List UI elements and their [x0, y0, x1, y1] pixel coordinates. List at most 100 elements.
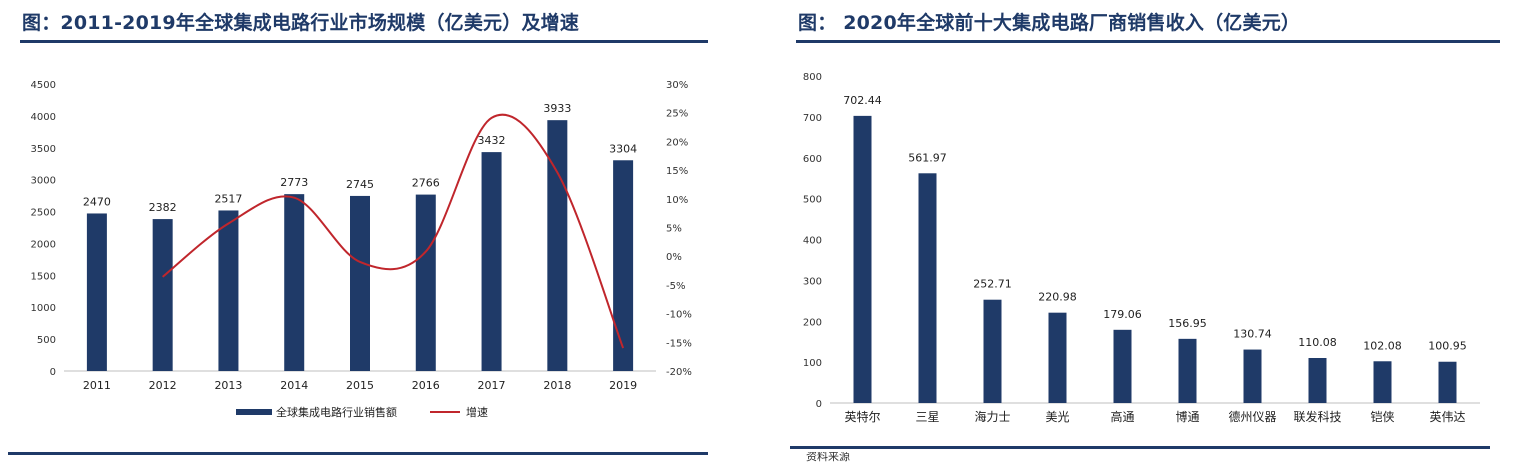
x-tick-label: 2015 [346, 379, 374, 392]
right-title-rule [796, 40, 1500, 43]
y-tick-label: 0 [50, 367, 56, 378]
bar-data-label: 102.08 [1363, 339, 1402, 352]
y2-tick-label: 30% [666, 80, 688, 91]
y2-tick-label: 0% [666, 252, 682, 263]
legend-bar-label: 全球集成电路行业销售额 [276, 405, 397, 419]
bar-data-label: 179.06 [1103, 308, 1142, 321]
x-tick-label: 美光 [1045, 410, 1069, 424]
bar [218, 210, 239, 371]
bar-data-label: 2766 [412, 177, 440, 190]
x-tick-label: 2016 [412, 379, 440, 392]
left-chart-title: 图：2011-2019年全球集成电路行业市场规模（亿美元）及增速 [22, 12, 580, 34]
y-tick-label: 2500 [31, 208, 56, 219]
legend-line-label: 增速 [466, 405, 488, 419]
x-tick-label: 高通 [1110, 409, 1134, 424]
y-tick-label: 400 [803, 236, 822, 247]
bar [1113, 329, 1132, 403]
bar-data-label: 2745 [346, 178, 374, 191]
bar-data-label: 3432 [478, 134, 506, 147]
bar-data-label: 2470 [83, 195, 111, 208]
bar [983, 299, 1002, 403]
bar-data-label: 252.71 [973, 278, 1012, 291]
y2-tick-label: -5% [666, 281, 685, 292]
y-tick-label: 3500 [31, 144, 56, 155]
y-tick-label: 1500 [31, 271, 56, 282]
legend-bar-swatch [236, 409, 272, 415]
x-tick-label: 三星 [915, 410, 939, 424]
bar [1308, 358, 1327, 403]
y-tick-label: 1000 [31, 303, 56, 314]
bar-data-label: 130.74 [1233, 328, 1272, 341]
y2-tick-label: 20% [666, 137, 688, 148]
y-tick-label: 800 [803, 72, 822, 83]
left-bottom-rule [8, 452, 708, 455]
left-chart-panel: 图：2011-2019年全球集成电路行业市场规模（亿美元）及增速 0 500 100… [0, 0, 720, 462]
y-tick-label: 2000 [31, 239, 56, 250]
x-tick-label: 联发科技 [1293, 409, 1341, 424]
bar [547, 120, 568, 371]
x-tick-label: 2018 [543, 379, 571, 392]
y-tick-label: 0 [816, 399, 822, 410]
bar-data-label: 100.95 [1428, 340, 1467, 353]
x-tick-label: 2013 [214, 379, 242, 392]
bar [1048, 312, 1067, 403]
y2-tick-label: 25% [666, 109, 688, 120]
y2-tick-label: -15% [666, 338, 692, 349]
bar [86, 213, 107, 371]
x-tick-label: 博通 [1175, 409, 1199, 424]
left-combo-chart: 0 500 1000 1500 2000 2500 3000 3500 4000 4500 -20%… [31, 80, 692, 419]
bar [853, 115, 872, 403]
bar-data-label: 702.44 [843, 94, 882, 107]
bar-data-label: 220.98 [1038, 291, 1077, 304]
bar [613, 160, 634, 371]
bar-data-label: 3304 [609, 142, 637, 155]
right-chart-title: 图： 2020年全球前十大集成电路厂商销售收入（亿美元） [798, 12, 1301, 34]
y-tick-label: 700 [803, 113, 822, 124]
bar [918, 173, 937, 403]
bar-data-label: 3933 [543, 102, 571, 115]
bar [1373, 361, 1392, 403]
bar [481, 152, 502, 371]
y-tick-label: 500 [37, 335, 56, 346]
left-title-rule [20, 40, 708, 43]
y2-tick-label: 15% [666, 166, 688, 177]
x-tick-label: 2017 [478, 379, 506, 392]
x-tick-label: 英伟达 [1429, 410, 1465, 424]
x-tick-label: 2019 [609, 379, 637, 392]
growth-line [162, 113, 625, 349]
x-tick-label: 英特尔 [844, 409, 880, 424]
bar [284, 194, 305, 371]
bar-data-label: 2517 [214, 192, 242, 205]
bar [1438, 361, 1457, 403]
y-tick-label: 500 [803, 195, 822, 206]
bar [1243, 349, 1262, 403]
y-tick-label: 3000 [31, 176, 56, 187]
bar-data-label: 2382 [149, 201, 177, 214]
y2-tick-label: -20% [666, 367, 692, 378]
x-tick-label: 海力士 [974, 409, 1010, 424]
y2-tick-label: 10% [666, 195, 688, 206]
bar [152, 219, 173, 371]
bar-data-label: 2773 [280, 176, 308, 189]
x-tick-label: 德州仪器 [1228, 409, 1276, 424]
y2-tick-label: 5% [666, 224, 682, 235]
right-bottom-rule [790, 446, 1490, 449]
y-tick-label: 300 [803, 276, 822, 287]
x-tick-label: 2011 [83, 379, 111, 392]
right-chart-panel: 图： 2020年全球前十大集成电路厂商销售收入（亿美元） 0 100 200 300 4… [790, 0, 1516, 462]
y-tick-label: 200 [803, 317, 822, 328]
x-tick-label: 2014 [280, 379, 308, 392]
bar [1178, 338, 1197, 403]
bar [350, 195, 370, 371]
source-note: 资料来源 [806, 452, 850, 462]
bar-data-label: 110.08 [1298, 336, 1337, 349]
y-tick-label: 600 [803, 154, 822, 165]
y-tick-label: 4500 [31, 80, 56, 91]
y-tick-label: 100 [803, 358, 822, 369]
x-tick-label: 铠侠 [1370, 409, 1394, 424]
right-bar-chart: 0 100 200 300 400 500 600 700 800 702.44 561.97 252… [803, 72, 1480, 424]
bar [415, 194, 436, 371]
y-tick-label: 4000 [31, 112, 56, 123]
x-tick-label: 2012 [149, 379, 177, 392]
y2-tick-label: -10% [666, 310, 692, 321]
